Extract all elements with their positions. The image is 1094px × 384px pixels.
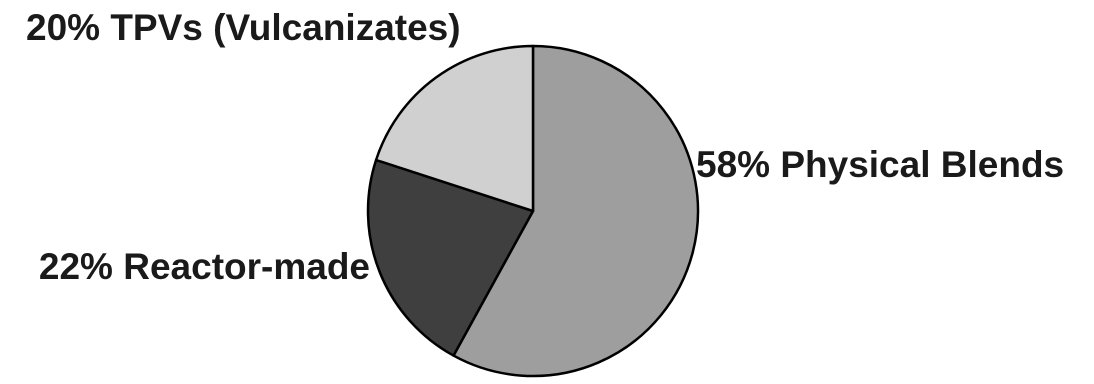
pie-slice-tpvs-vulcanizates: [374, 44, 535, 213]
slice-label-physical-blends: 58% Physical Blends: [696, 144, 1064, 185]
pie-slices: [366, 44, 700, 378]
slice-label-reactor-made: 22% Reactor-made: [39, 246, 370, 287]
pie-slice-physical-blends: [452, 44, 700, 378]
slice-label-tpvs: 20% TPVs (Vulcanizates): [26, 7, 461, 48]
pie-slice-reactor-made: [366, 158, 535, 357]
